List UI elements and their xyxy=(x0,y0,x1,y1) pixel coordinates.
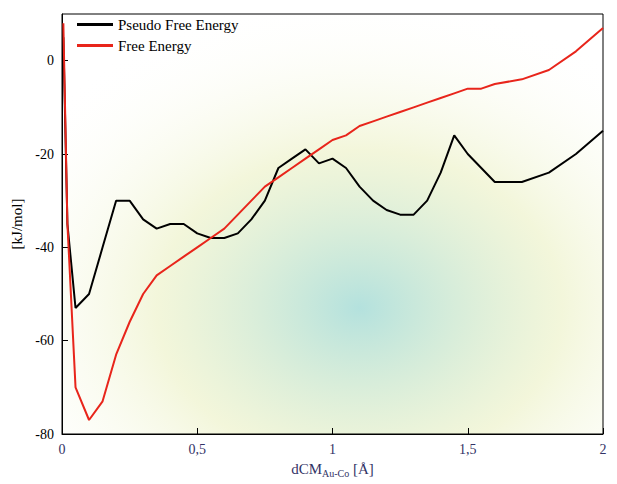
svg-text:Pseudo Free Energy: Pseudo Free Energy xyxy=(118,17,239,33)
svg-text:0: 0 xyxy=(59,442,66,457)
svg-text:[Å]: [Å] xyxy=(349,461,374,477)
svg-text:0: 0 xyxy=(47,53,54,68)
svg-text:-40: -40 xyxy=(35,240,54,255)
svg-text:0,5: 0,5 xyxy=(189,442,207,457)
svg-text:Free Energy: Free Energy xyxy=(118,38,192,54)
svg-text:1,5: 1,5 xyxy=(459,442,477,457)
svg-text:-20: -20 xyxy=(35,147,54,162)
svg-text:-60: -60 xyxy=(35,333,54,348)
svg-text:-80: -80 xyxy=(35,427,54,442)
svg-text:1: 1 xyxy=(329,442,336,457)
svg-text:[kJ/mol]: [kJ/mol] xyxy=(9,199,25,250)
svg-text:2: 2 xyxy=(600,442,607,457)
svg-text:Au-Co: Au-Co xyxy=(322,468,349,479)
svg-text:dCM: dCM xyxy=(291,461,322,477)
